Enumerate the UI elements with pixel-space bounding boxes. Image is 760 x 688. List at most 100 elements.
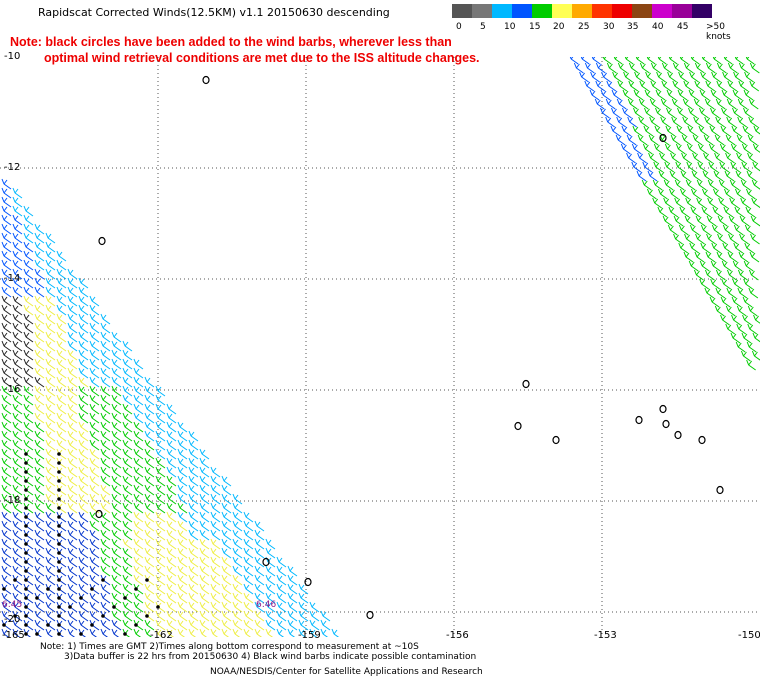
wind-barb xyxy=(679,188,690,200)
wind-barb xyxy=(122,610,133,622)
wind-barb xyxy=(221,520,232,532)
contamination-dot xyxy=(57,488,61,492)
wind-barb xyxy=(627,116,637,128)
legend-label: 40 xyxy=(652,22,664,32)
wind-barb xyxy=(12,529,23,541)
wind-barb xyxy=(628,62,639,74)
wind-barb xyxy=(133,430,144,442)
wind-barb xyxy=(12,601,23,613)
wind-barb xyxy=(752,332,760,343)
wind-barb xyxy=(732,107,742,119)
wind-barb xyxy=(100,484,111,496)
wind-barb xyxy=(637,152,647,164)
wind-barb xyxy=(45,565,56,577)
wind-barb xyxy=(622,89,633,101)
wind-barb xyxy=(144,529,155,541)
wind-barb xyxy=(309,610,320,622)
wind-barb xyxy=(265,565,276,577)
wind-barb xyxy=(122,556,133,568)
wind-barb xyxy=(707,179,718,191)
wind-barb xyxy=(199,592,210,604)
wind-barb xyxy=(45,385,56,397)
wind-barb xyxy=(199,565,210,577)
wind-barb xyxy=(287,601,298,613)
wind-barb xyxy=(699,89,710,101)
wind-barb xyxy=(155,448,166,460)
wind-barb xyxy=(122,511,133,523)
contamination-dot xyxy=(24,578,28,582)
wind-barb xyxy=(78,421,89,433)
wind-barb xyxy=(657,57,667,65)
wind-barb xyxy=(733,71,743,83)
wind-barb xyxy=(122,475,133,487)
wind-barb xyxy=(657,188,668,200)
wind-barb xyxy=(710,89,721,101)
wind-barb xyxy=(725,323,736,335)
wind-barb xyxy=(89,538,100,550)
wind-barb xyxy=(177,421,188,433)
wind-barb xyxy=(1,322,12,334)
wind-barb xyxy=(199,520,210,532)
wind-barb xyxy=(700,71,710,83)
wind-barb xyxy=(221,583,232,595)
wind-barb xyxy=(144,601,155,613)
contamination-dot xyxy=(57,569,61,573)
wind-barb xyxy=(111,349,122,361)
wind-barb xyxy=(188,547,199,559)
wind-barb xyxy=(133,358,144,370)
wind-barb xyxy=(111,331,122,343)
wind-barb xyxy=(67,466,78,478)
wind-barb xyxy=(45,376,56,388)
wind-barb xyxy=(1,439,12,451)
wind-barb xyxy=(594,98,605,110)
wind-barb xyxy=(722,224,733,236)
wind-barb xyxy=(221,610,232,622)
wind-barb xyxy=(56,286,67,298)
wind-barb xyxy=(45,412,56,424)
wind-barb xyxy=(698,125,709,137)
wind-barb xyxy=(716,80,727,92)
contamination-dot xyxy=(79,596,83,600)
wind-barb xyxy=(133,457,144,469)
wind-barb xyxy=(694,62,705,74)
wind-barb xyxy=(34,268,45,280)
wind-barb xyxy=(45,259,56,271)
wind-barb xyxy=(703,152,713,164)
wind-barb xyxy=(731,296,742,308)
wind-barb xyxy=(646,188,657,200)
wind-barb xyxy=(45,601,56,613)
wind-barb xyxy=(254,610,265,622)
contamination-dot xyxy=(24,614,28,618)
contamination-dot xyxy=(57,479,61,483)
contamination-dot xyxy=(123,632,127,636)
wind-barb xyxy=(12,619,23,631)
island-outline xyxy=(635,415,643,425)
wind-barb xyxy=(12,466,23,478)
wind-barb xyxy=(265,592,276,604)
wind-barb xyxy=(89,331,100,343)
footer-note-2: 3)Data buffer is 22 hrs from 20150630 4)… xyxy=(64,652,477,662)
wind-barb xyxy=(666,107,676,119)
wind-barb xyxy=(177,484,188,496)
contamination-dot xyxy=(57,497,61,501)
wind-barb xyxy=(747,134,758,146)
wind-barb xyxy=(122,601,133,613)
wind-barb xyxy=(155,556,166,568)
wind-barb xyxy=(732,260,743,272)
wind-barb xyxy=(726,116,736,128)
legend-label: 25 xyxy=(578,22,590,32)
wind-barb xyxy=(726,269,737,281)
wind-barb xyxy=(1,457,12,469)
wind-barb xyxy=(144,439,155,451)
wind-barb xyxy=(144,592,155,604)
legend-swatch xyxy=(492,4,512,18)
wind-barb xyxy=(254,574,265,586)
contamination-dot xyxy=(57,596,61,600)
wind-barb xyxy=(703,134,714,146)
wind-barb xyxy=(155,403,166,415)
wind-barb xyxy=(736,152,746,164)
wind-barb xyxy=(683,251,694,263)
wind-barb xyxy=(166,574,177,586)
wind-barb xyxy=(689,224,700,236)
wind-barb xyxy=(100,592,111,604)
